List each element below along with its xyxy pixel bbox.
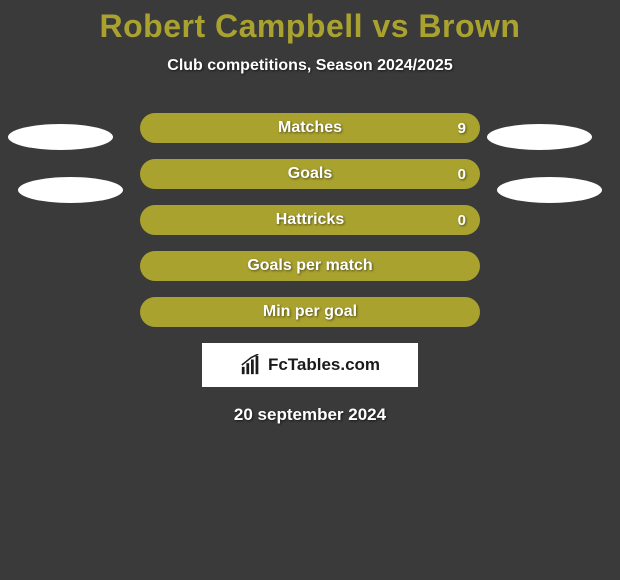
subtitle: Club competitions, Season 2024/2025 [0,57,620,75]
infographic-container: Robert Campbell vs Brown Club competitio… [0,0,620,425]
stat-label: Goals [288,165,332,183]
stat-row-matches: Matches 9 [140,113,480,143]
stat-row-goals-per-match: Goals per match [140,251,480,281]
stat-label: Hattricks [276,211,344,229]
stat-value: 0 [458,212,466,229]
stat-value: 9 [458,120,466,137]
stat-row-goals: Goals 0 [140,159,480,189]
logo-text: FcTables.com [268,355,380,375]
stat-row-min-per-goal: Min per goal [140,297,480,327]
stat-value: 0 [458,166,466,183]
ellipse-left-1 [8,124,113,150]
chart-icon [240,354,262,376]
stat-label: Min per goal [263,303,357,321]
stat-row-hattricks: Hattricks 0 [140,205,480,235]
logo-box: FcTables.com [202,343,418,387]
date-text: 20 september 2024 [0,405,620,425]
page-title: Robert Campbell vs Brown [0,8,620,45]
ellipse-right-1 [487,124,592,150]
stat-label: Matches [278,119,342,137]
ellipse-left-2 [18,177,123,203]
ellipse-right-2 [497,177,602,203]
stat-label: Goals per match [247,257,372,275]
stats-rows: Matches 9 Goals 0 Hattricks 0 Goals per … [140,113,480,327]
